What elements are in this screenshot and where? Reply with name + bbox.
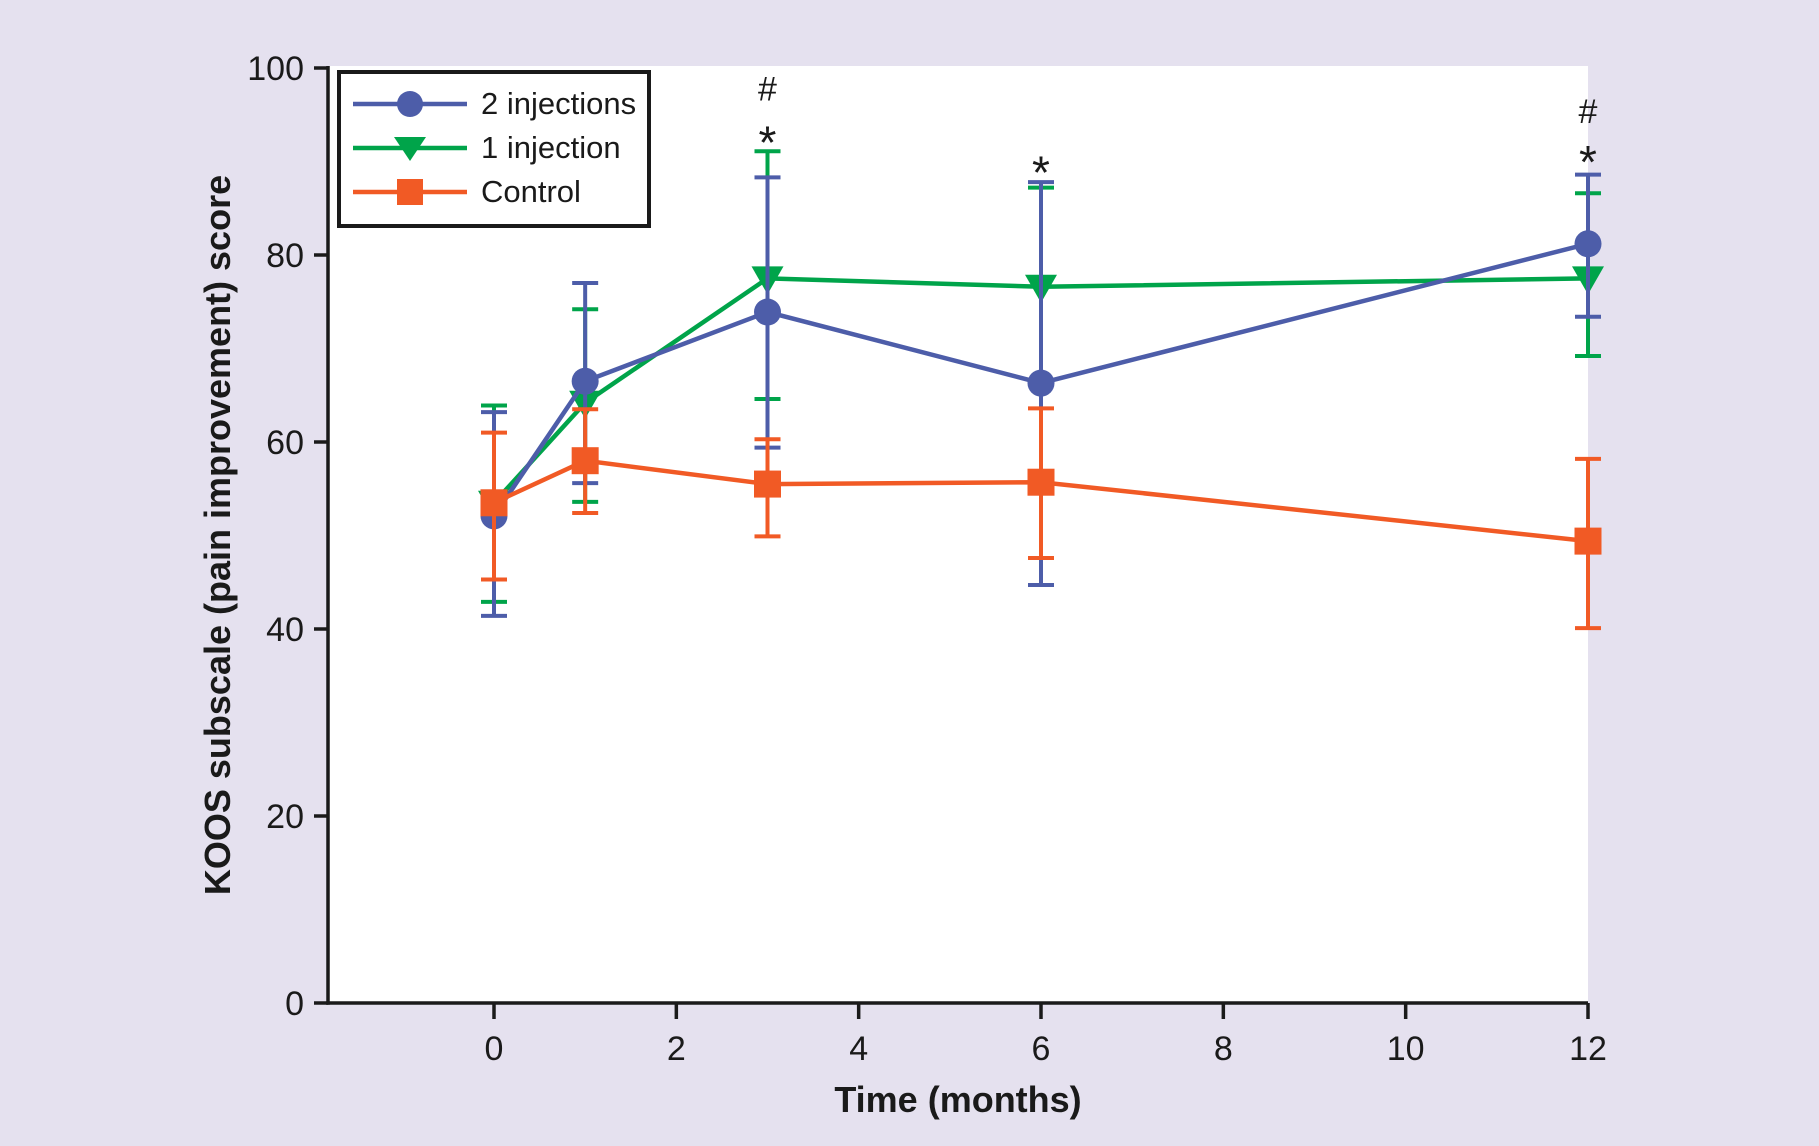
annotation-hash: # xyxy=(758,71,777,109)
y-axis-title: KOOS subscale (pain improvement) score xyxy=(197,175,238,895)
x-tick-label: 8 xyxy=(1214,1030,1233,1068)
circle-marker-icon xyxy=(397,91,423,117)
y-tick-label: 40 xyxy=(266,611,304,649)
x-tick-label: 0 xyxy=(485,1030,504,1068)
x-axis-title: Time (months) xyxy=(834,1079,1081,1120)
legend-marker-control xyxy=(353,179,467,205)
legend-marker-1-injection xyxy=(353,137,467,161)
x-tick-label: 2 xyxy=(667,1030,686,1068)
square-marker-icon xyxy=(397,179,423,205)
y-tick-label: 80 xyxy=(266,237,304,275)
legend-label-control: Control xyxy=(481,174,581,209)
square-marker-icon xyxy=(1574,527,1602,555)
legend-label-2-injections: 2 injections xyxy=(481,86,637,121)
x-tick-label: 6 xyxy=(1032,1030,1051,1068)
legend-item-1-injection: 1 injection xyxy=(351,126,647,170)
y-tick-label: 0 xyxy=(285,985,304,1023)
legend-marker-2-injections xyxy=(353,91,467,117)
annotation-star: * xyxy=(1579,136,1597,188)
y-tick-label: 60 xyxy=(266,424,304,462)
circle-marker-icon xyxy=(1574,230,1602,258)
x-tick-label: 12 xyxy=(1569,1030,1607,1068)
square-marker-icon xyxy=(1027,468,1055,496)
annotation-star: * xyxy=(1032,146,1050,198)
x-tick-label: 4 xyxy=(849,1030,868,1068)
circle-marker-icon xyxy=(571,367,599,395)
square-marker-icon xyxy=(571,447,599,475)
legend-label-1-injection: 1 injection xyxy=(481,130,621,165)
y-tick-label: 20 xyxy=(266,798,304,836)
x-tick-label: 10 xyxy=(1387,1030,1425,1068)
legend-item-control: Control xyxy=(351,170,647,214)
circle-marker-icon xyxy=(754,298,781,326)
circle-marker-icon xyxy=(1027,369,1055,397)
square-marker-icon xyxy=(754,470,781,498)
triangle-down-marker-icon xyxy=(394,137,426,161)
annotation-star: * xyxy=(759,116,777,168)
square-marker-icon xyxy=(480,489,508,517)
y-tick-label: 100 xyxy=(247,50,304,88)
legend: 2 injections 1 injection Control xyxy=(337,70,651,228)
annotation-hash: # xyxy=(1579,93,1598,131)
legend-item-2-injections: 2 injections xyxy=(351,82,647,126)
